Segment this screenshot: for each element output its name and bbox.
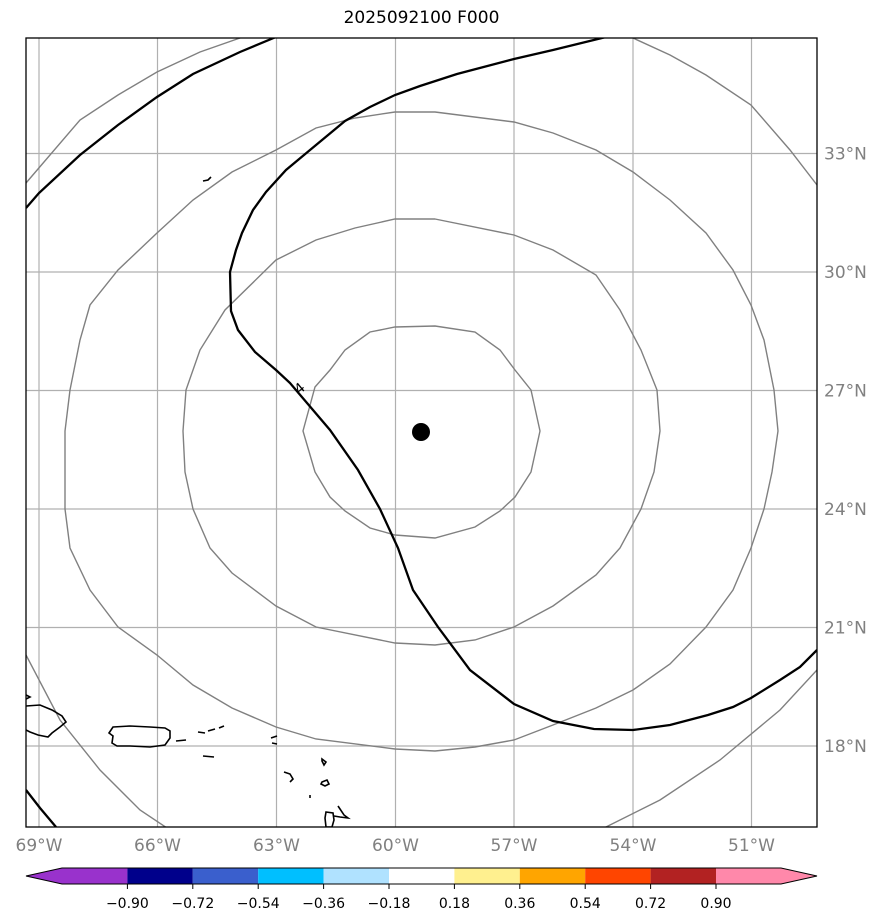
contour-4-main	[228, 38, 817, 732]
range-ring-3	[64, 111, 779, 752]
colorbar-segment-11	[716, 868, 781, 884]
colorbar-segment-7	[454, 868, 520, 884]
colorbar-extend-low	[26, 868, 62, 884]
martinique-coast	[333, 805, 351, 820]
colorbar-segment-5	[323, 868, 389, 884]
colorbar-extend-high	[781, 868, 817, 884]
map-frame	[25, 37, 818, 828]
lat-label-30n: 30°N	[824, 263, 867, 283]
colorbar-segment-3	[192, 868, 259, 884]
st-croix-coast	[202, 755, 215, 758]
lon-label-69w: 69°W	[16, 836, 63, 856]
contour-4-south	[26, 789, 57, 827]
lat-label-21n: 21°N	[824, 619, 867, 639]
bermuda-coast	[202, 176, 212, 182]
hispaniola-north-coast	[26, 694, 32, 700]
anguilla-coast	[270, 735, 278, 745]
lon-tick-labels: 69°W 66°W 63°W 60°W 57°W 54°W 51°W	[16, 836, 776, 856]
range-ring-2	[182, 218, 661, 646]
coastlines	[26, 176, 351, 827]
map-title: 2025092100 F000	[343, 8, 500, 28]
range-rings	[26, 38, 817, 827]
colorbar-label-3: −0.54	[237, 896, 280, 912]
lat-tick-labels: 33°N 30°N 27°N 24°N 21°N 18°N	[824, 145, 867, 758]
guadeloupe-coast	[319, 778, 331, 787]
lon-label-66w: 66°W	[134, 836, 181, 856]
hispaniola-coast	[26, 704, 68, 738]
contour-label: 4	[292, 380, 309, 398]
puerto-rico-coast	[107, 725, 171, 748]
colorbar-segment-2	[127, 868, 193, 884]
colorbar-segment-10	[650, 868, 716, 884]
lon-label-54w: 54°W	[610, 836, 657, 856]
colorbar-ticks	[126, 884, 717, 889]
colorbar-segment-6	[389, 868, 455, 884]
colorbar-label-4: −0.36	[302, 896, 345, 912]
colorbar-label-6: 0.18	[439, 896, 470, 912]
colorbar-segment-8	[519, 868, 586, 884]
colorbar-segment-1	[62, 868, 128, 884]
colorbar-label-10: 0.90	[700, 896, 731, 912]
colorbar-label-8: 0.54	[570, 896, 601, 912]
colorbar-tick-labels: −0.90 −0.72 −0.54 −0.36 −0.18 0.18 0.36 …	[106, 896, 732, 912]
colorbar-label-7: 0.36	[504, 896, 535, 912]
vieques-coast	[175, 739, 187, 742]
antigua-coast	[283, 771, 295, 783]
contour-lines	[26, 38, 817, 827]
colorbar-label-5: −0.18	[368, 896, 411, 912]
lat-label-27n: 27°N	[824, 382, 867, 402]
colorbar-label-1: −0.90	[106, 896, 149, 912]
colorbar-label-9: 0.72	[635, 896, 666, 912]
storm-center-marker	[412, 423, 430, 441]
lat-gridlines	[26, 152, 817, 747]
colorbar-segment-4	[258, 868, 324, 884]
dominica-coast	[324, 811, 335, 827]
colorbar: −0.90 −0.72 −0.54 −0.36 −0.18 0.18 0.36 …	[25, 867, 818, 912]
lat-label-24n: 24°N	[824, 500, 867, 520]
barbuda-coast	[321, 757, 328, 767]
lon-label-60w: 60°W	[372, 836, 419, 856]
lon-label-63w: 63°W	[253, 836, 300, 856]
lat-label-33n: 33°N	[824, 145, 867, 165]
virgin-islands-coast	[197, 725, 225, 734]
contour-4-west	[26, 38, 277, 209]
range-ring-1	[302, 325, 541, 539]
lon-label-57w: 57°W	[491, 836, 538, 856]
lat-label-18n: 18°N	[824, 737, 867, 757]
colorbar-label-2: −0.72	[171, 896, 214, 912]
colorbar-segment-9	[585, 868, 651, 884]
colorbar-outline	[25, 867, 818, 885]
lon-gridlines	[38, 38, 753, 827]
lon-label-51w: 51°W	[728, 836, 775, 856]
range-ring-4	[26, 38, 817, 827]
